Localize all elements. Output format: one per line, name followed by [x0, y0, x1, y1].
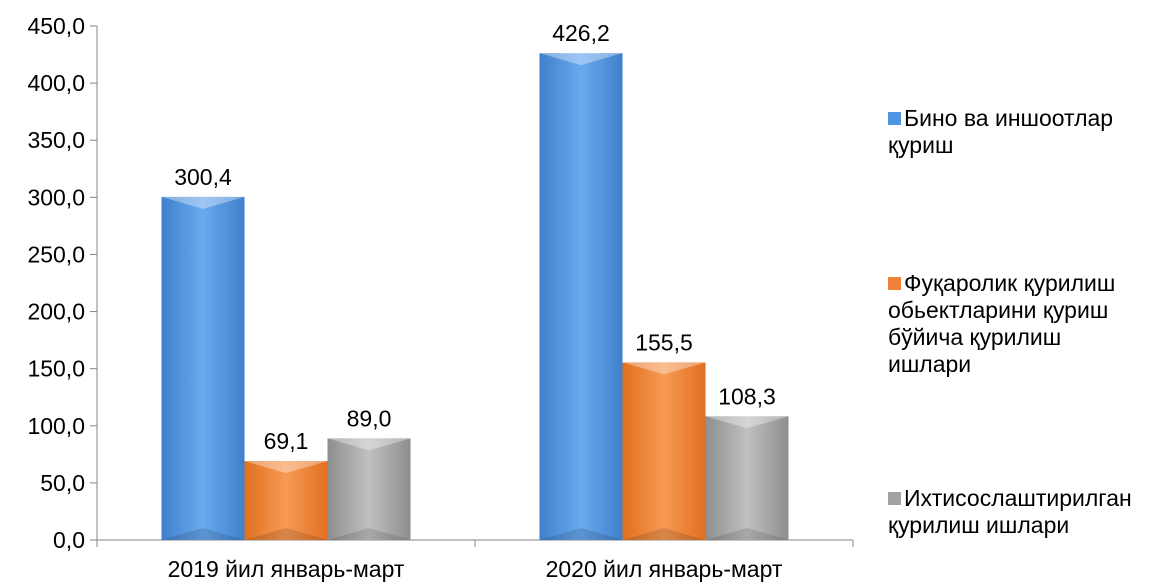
data-label: 89,0: [347, 405, 392, 431]
bar-chart: 0,0 50,0 100,0 150,0 200,0 250,0 300,0 350,0 400…: [27, 13, 854, 582]
y-tick-label: 200,0: [27, 299, 85, 325]
bar-body: [244, 461, 328, 540]
data-label: 108,3: [718, 383, 776, 409]
y-tick-label: 450,0: [27, 13, 85, 39]
data-label: 300,4: [174, 164, 232, 190]
bar-bevel-top: [244, 461, 328, 474]
bar: [705, 416, 789, 540]
legend-item-specialized: Ихтисослаштирилган қурилиш ишлари: [888, 485, 1132, 539]
bar-body: [622, 362, 706, 540]
y-tick-label: 0,0: [53, 527, 85, 553]
bar-bevel-bottom: [161, 528, 245, 540]
bar-bevel-top: [622, 362, 706, 375]
bar-bevel-bottom: [705, 528, 789, 540]
x-tick-label: 2019 йил январь-март: [168, 556, 405, 582]
bar-bevel-top: [327, 438, 411, 451]
x-tick-label: 2020 йил январь-март: [546, 556, 783, 582]
bar-body: [539, 53, 623, 541]
legend-label: Бино ва иншоотлар қуриш: [888, 105, 1114, 158]
bar-bevel-bottom: [244, 528, 328, 540]
data-label: 426,2: [552, 20, 610, 46]
bar-bevel-top: [161, 196, 245, 209]
bar: [161, 196, 245, 540]
bar-bevel-bottom: [622, 528, 706, 540]
bar-body: [327, 438, 411, 540]
legend-swatch-gray: [888, 492, 901, 505]
bar: [539, 53, 623, 541]
y-tick-label: 400,0: [27, 70, 85, 96]
legend-swatch-orange: [888, 277, 901, 290]
y-tick-label: 250,0: [27, 241, 85, 267]
legend-swatch-blue: [888, 112, 901, 125]
bar-body: [161, 196, 245, 540]
legend-item-civil: Фуқаролик қурилиш обьектларини қуриш бўйич…: [888, 270, 1115, 378]
data-label: 69,1: [264, 428, 309, 454]
y-tick-label: 150,0: [27, 356, 85, 382]
bar: [622, 362, 706, 540]
legend-label: Ихтисослаштирилган қурилиш ишлари: [888, 485, 1132, 538]
bar: [327, 438, 411, 540]
legend: Бино ва иншоотлар қуриш Фуқаролик қурилиш…: [888, 0, 1172, 586]
bar-bevel-top: [705, 416, 789, 429]
y-tick-label: 350,0: [27, 127, 85, 153]
data-label: 155,5: [635, 329, 693, 355]
legend-label: Фуқаролик қурилиш обьектларини қуриш бўйич…: [888, 270, 1116, 377]
y-tick-label: 50,0: [40, 470, 85, 496]
bar-bevel-bottom: [327, 528, 411, 540]
bar-bevel-top: [539, 53, 623, 66]
y-tick-label: 300,0: [27, 184, 85, 210]
bar-body: [705, 416, 789, 540]
legend-item-buildings: Бино ва иншоотлар қуриш: [888, 105, 1113, 159]
bar: [244, 461, 328, 540]
bar-bevel-bottom: [539, 528, 623, 540]
y-tick-label: 100,0: [27, 413, 85, 439]
